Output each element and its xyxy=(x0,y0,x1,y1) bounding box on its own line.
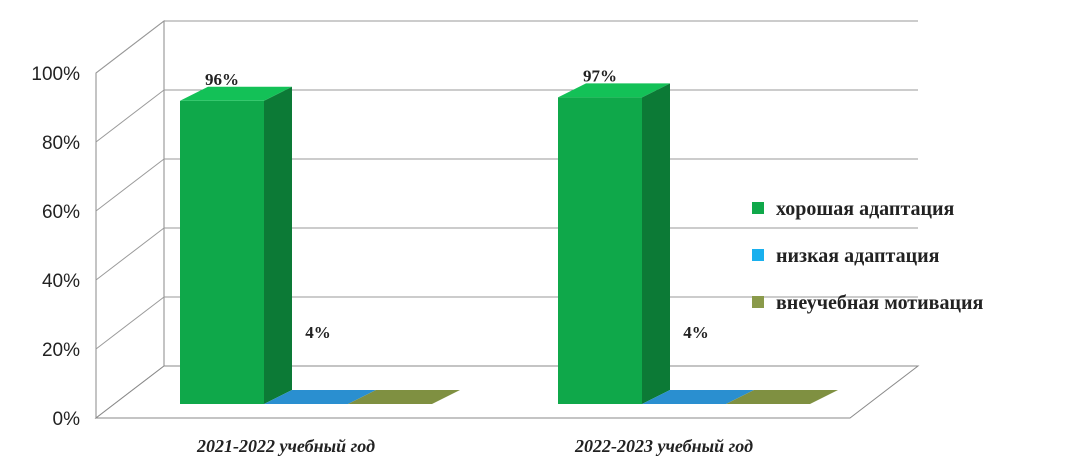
data-label: 4% xyxy=(305,323,331,342)
bar-side xyxy=(642,83,670,404)
bar-top xyxy=(558,83,670,98)
y-tick-label: 60% xyxy=(42,202,80,223)
gridline-side xyxy=(95,89,165,143)
gridline-side xyxy=(95,227,165,281)
y-tick-label: 0% xyxy=(53,409,81,430)
gridline-side xyxy=(95,158,165,212)
x-category-label: 2021-2022 учебный год xyxy=(196,436,375,456)
legend-label: внеучебная мотивация xyxy=(776,292,983,314)
side-wall xyxy=(95,19,165,420)
bar xyxy=(726,390,838,404)
data-label: 96% xyxy=(205,70,239,89)
y-axis-ticks: 0% 20% 40% 60% 80% 100% xyxy=(31,64,80,430)
bar-front xyxy=(558,97,642,404)
bar xyxy=(264,390,376,404)
floor xyxy=(94,365,920,419)
bar-top xyxy=(264,390,376,404)
bar xyxy=(180,86,292,405)
data-label: 4% xyxy=(683,323,709,342)
bar-top xyxy=(180,86,292,101)
bar-top xyxy=(642,390,754,404)
y-tick-label: 40% xyxy=(42,271,80,292)
y-tick-label: 80% xyxy=(42,133,80,154)
bar-front xyxy=(180,100,264,405)
bars xyxy=(180,83,838,405)
bar-top xyxy=(348,390,460,404)
bar-top xyxy=(726,390,838,404)
legend-label: хорошая адаптация xyxy=(776,198,955,220)
legend-swatch xyxy=(752,202,764,214)
data-labels: 96% 4% 97% 4% xyxy=(205,66,709,342)
y-tick-label: 100% xyxy=(31,64,80,85)
x-category-label: 2022-2023 учебный год xyxy=(574,436,753,456)
legend: хорошая адаптация низкая адаптация внеучеб… xyxy=(752,198,983,314)
bar xyxy=(642,390,754,404)
legend-swatch xyxy=(752,296,764,308)
bar xyxy=(558,83,670,404)
bar xyxy=(348,390,460,404)
data-label: 97% xyxy=(583,66,617,85)
category-labels: 2021-2022 учебный год 2022-2023 учебный г… xyxy=(196,436,753,456)
y-tick-label: 20% xyxy=(42,340,80,361)
gridline-side xyxy=(95,296,165,350)
bar-side xyxy=(264,86,292,405)
legend-swatch xyxy=(752,249,764,261)
gridline-side xyxy=(95,20,165,74)
chart-walls xyxy=(94,19,920,420)
legend-label: низкая адаптация xyxy=(776,245,940,267)
